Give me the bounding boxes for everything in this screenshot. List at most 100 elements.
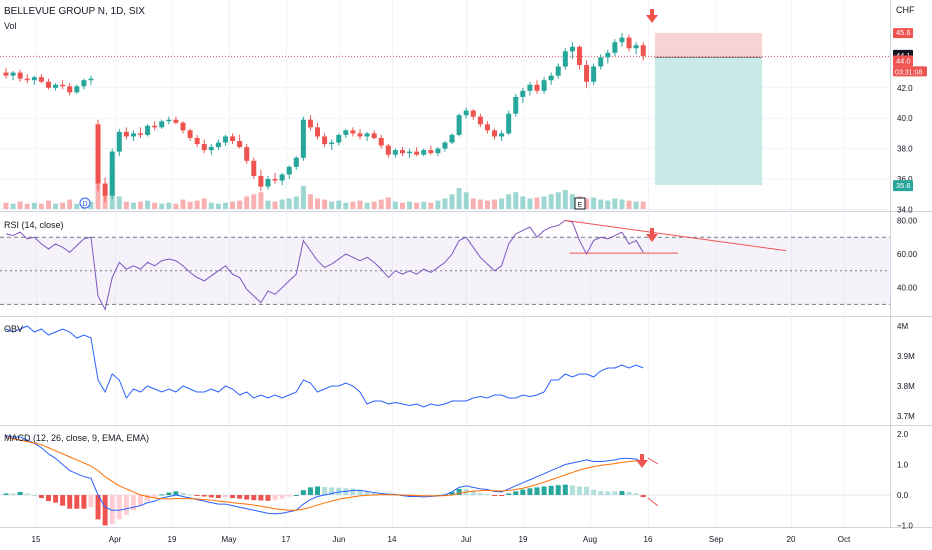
volume-bar [449,194,455,209]
macd-histogram-bar [17,491,23,495]
volume-bar [548,194,554,209]
volume-bar [123,201,129,209]
volume-bar [145,200,151,209]
volume-bar [343,202,349,209]
volume-bar [293,196,299,209]
price-tick-label: 40.0 [897,114,913,123]
volume-bar [130,202,136,209]
time-tick-label: Sep [709,535,724,544]
volume-bar [357,200,363,209]
volume-bar [527,198,533,209]
volume-bar [45,200,51,209]
macd-histogram-bar [562,484,568,495]
candle-body [633,45,639,49]
symbol-title: BELLEVUE GROUP N, 1D, SIX [4,6,145,17]
candle-body [222,136,228,143]
time-tick-label: Jun [333,535,346,544]
macd-histogram-bar [194,495,200,496]
candle-body [173,119,179,123]
volume-bar [555,192,561,209]
volume-bar [378,199,384,209]
candle-body [145,125,151,135]
volume-bar [166,202,172,209]
candle-body [17,72,23,79]
obv-indicator [5,325,644,408]
volume-bar [116,196,122,209]
candle-body [265,179,271,187]
volume-bar [428,202,434,209]
macd-histogram-bar [534,487,540,495]
volume-bar [10,203,16,209]
volume-label: Vol [4,21,17,31]
candle-body [548,75,554,81]
rsi-tick-label: 60.00 [897,250,918,259]
candle-body [506,113,512,134]
volume-bar [60,202,66,209]
candle-body [399,150,405,154]
candle-body [300,119,306,158]
target-high-badge-bg [893,28,913,39]
candle-body [343,130,349,135]
volume-bar [315,198,321,209]
candle-body [116,131,122,152]
macd-histogram-bar [364,491,370,495]
macd-histogram-bar [88,495,94,508]
countdown-badge: 03:31:08 [895,69,922,76]
candle-body [130,133,136,137]
time-tick-label: Apr [109,535,122,544]
obv-tick-label: 3.8M [897,382,915,391]
volume-bar [399,202,405,209]
macd-histogram-bar [499,495,505,496]
candle-body [123,131,129,137]
candle-body [605,52,611,58]
time-tick-label: 17 [282,535,291,544]
macd-histogram-bar [123,495,129,515]
candle-body [159,121,165,128]
macd-histogram-bar [38,495,44,499]
time-tick-label: Oct [838,535,851,544]
volume-bar [562,190,568,209]
macd-histogram-bar [31,495,37,496]
macd-histogram-bar [67,495,73,509]
price-tick-label: 34.0 [897,205,913,214]
volume-bar [350,201,356,209]
macd-histogram-bar [95,495,101,520]
candle-body [307,119,313,128]
volume-bar [194,200,200,209]
entry-price-badge-bg [893,55,913,67]
candle-body [371,133,377,138]
macd-histogram-bar [159,494,165,496]
candle-body [470,110,476,117]
volume-bar [598,199,604,209]
volume-bar [492,199,498,209]
volume-bar [385,197,391,209]
macd-histogram-bar [640,495,646,498]
price-tick-label: 38.0 [897,145,913,154]
sell-arrow-rsi [646,228,658,242]
volume-bar [329,201,335,209]
candle-body [286,166,292,175]
target-high-badge: 45.6 [896,28,911,37]
macd-histogram-bar [619,491,625,495]
volume-bar [477,199,483,209]
volume-bar [3,202,9,209]
rsi-line [5,219,644,311]
macd-histogram-bar [329,487,335,495]
macd-histogram-bar [293,495,299,496]
macd-histogram-bar [187,494,193,496]
volume-bar [272,201,278,209]
candle-body [237,141,243,148]
candle-body [53,84,59,88]
candle-body [166,119,172,122]
volume-bar [569,194,575,209]
volume-bar [215,203,221,209]
volume-bar [17,201,23,209]
macd-histogram-bar [3,493,9,495]
candle-body [293,157,299,167]
candle-body [499,133,505,137]
macd-histogram-bar [244,495,250,500]
stop-low-badge: 35.6 [896,181,911,190]
candle-body [598,57,604,67]
